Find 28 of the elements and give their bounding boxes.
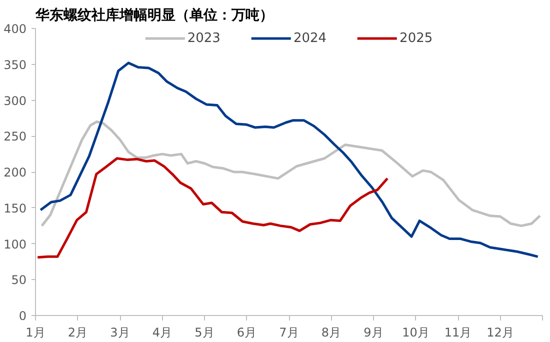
x-tick-label: 1月 [26, 326, 46, 340]
line-series [36, 157, 389, 259]
y-tick-label: 250 [4, 130, 26, 144]
legend-label: 2024 [293, 30, 327, 46]
chart-title: 华东螺纹社库增幅明显（单位：万吨） [34, 6, 274, 24]
x-tick-label: 11月 [444, 326, 472, 340]
y-tick-label: 200 [4, 166, 26, 180]
x-tick-label: 4月 [152, 326, 172, 340]
x-tick-label: 7月 [279, 326, 299, 340]
line-series [40, 120, 542, 228]
y-tick-label: 100 [4, 237, 26, 252]
y-tick-label: 0 [18, 309, 27, 323]
x-tick-label: 9月 [364, 326, 384, 340]
x-tick-label: 10月 [402, 326, 430, 340]
x-tick-label: 6月 [236, 326, 257, 340]
y-tick-label: 350 [4, 58, 26, 72]
y-tick-label: 150 [4, 201, 26, 216]
x-tick-label: 8月 [321, 326, 342, 340]
x-tick-label: 12月 [486, 326, 514, 340]
y-tick-label: 50 [11, 273, 27, 288]
y-tick-label: 300 [4, 94, 26, 108]
legend-label: 2025 [400, 30, 433, 46]
x-tick-label: 2月 [68, 326, 88, 340]
line-series [39, 62, 540, 258]
x-tick-label: 5月 [194, 326, 214, 340]
y-tick-label: 400 [4, 22, 26, 36]
legend-label: 2023 [187, 30, 220, 46]
x-tick-label: 3月 [110, 326, 130, 340]
